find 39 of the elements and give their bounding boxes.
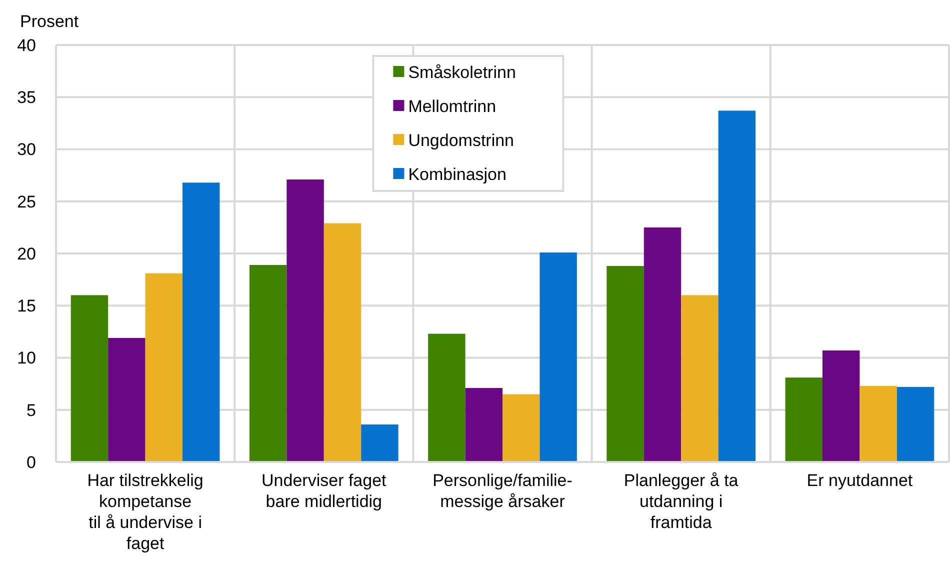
y-tick-label: 10 <box>17 348 36 368</box>
legend-label: Mellomtrinn <box>408 96 496 116</box>
bar <box>540 252 577 462</box>
bar <box>182 182 220 462</box>
y-tick-label: 35 <box>17 88 36 108</box>
bar <box>249 264 287 462</box>
bar <box>860 386 897 462</box>
bar <box>606 266 644 462</box>
y-tick-label: 25 <box>17 192 36 212</box>
x-tick-label: Er nyutdannet <box>806 471 913 490</box>
bar <box>465 388 502 462</box>
x-tick-label: Personlige/familie- messige årsaker <box>432 471 572 511</box>
bar <box>428 334 466 462</box>
bar <box>108 338 146 462</box>
bar <box>286 179 324 462</box>
bar <box>361 424 398 462</box>
y-tick-label: 20 <box>17 244 36 264</box>
bar <box>681 295 718 462</box>
bar <box>896 386 934 462</box>
bar <box>502 394 540 462</box>
bar <box>324 223 362 462</box>
y-tick-label: 30 <box>17 140 36 160</box>
y-tick-label: 40 <box>17 36 36 55</box>
bar <box>718 110 756 462</box>
y-tick-label: 5 <box>26 400 36 420</box>
y-tick-label: 0 <box>26 452 36 472</box>
bar <box>644 227 682 462</box>
y-tick-label: 15 <box>17 296 36 316</box>
x-tick-label: Planlegger å ta utdanning i framtida <box>624 471 739 532</box>
bar <box>822 350 860 462</box>
bar <box>785 378 822 462</box>
legend-label: Ungdomstrinn <box>408 130 514 150</box>
bar <box>70 295 108 462</box>
x-tick-label: Underviser faget bare midlertidig <box>262 471 387 511</box>
x-tick-label: Har tilstrekkelig kompetanse til å undervise i faget <box>87 471 204 553</box>
legend-label: Småskoletrinn <box>408 62 516 82</box>
legend-label: Kombinasjon <box>408 164 506 184</box>
bar <box>145 273 183 462</box>
y-axis-title: Prosent <box>20 12 79 31</box>
